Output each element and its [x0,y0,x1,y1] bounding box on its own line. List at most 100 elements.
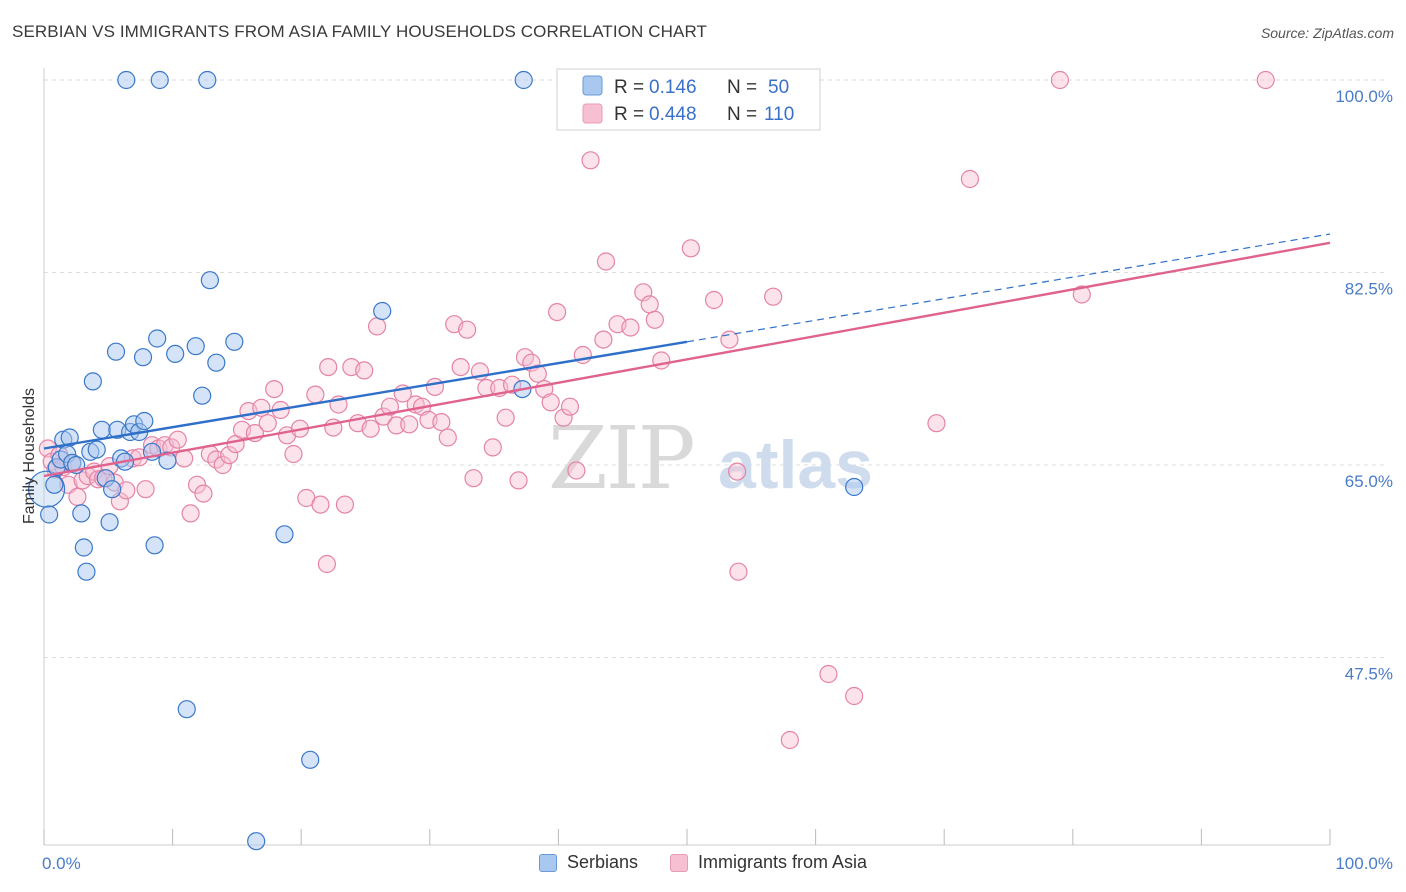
serbian-point [133,348,153,367]
serbian-point [83,372,102,391]
legend-item-asia[interactable]: Immigrants from Asia [670,852,867,873]
serbian-point [40,505,59,524]
asia-point [845,686,864,706]
asia-point [704,290,724,310]
legend-label-serbians: Serbians [566,852,638,872]
asia-point [457,320,477,339]
asia-point [596,252,616,271]
serbian-point [275,525,294,544]
legend-r-label-1: R = [614,77,644,98]
asia-point [594,330,613,349]
asia-point [181,504,200,523]
legend-r-value-2: 0.448 [649,104,697,125]
serbian-point [87,440,106,459]
asia-point [387,416,406,435]
asia-point [168,430,187,449]
serbian-point [177,700,196,719]
legend-item-serbians[interactable]: Serbians [538,852,638,873]
asia-point [68,487,87,506]
serbian-point [77,562,96,581]
asia-point [496,408,515,427]
asia-point [380,397,400,416]
serbian-point [193,386,212,405]
asia-point [780,730,799,750]
x-tick-label-min: 0.0% [42,854,81,873]
asia-point [645,310,664,329]
asia-point [355,361,374,380]
serbian-point [117,70,136,90]
legend-swatch-serbians-bottom [538,853,557,872]
asia-point [367,317,387,336]
serbian-point [225,332,244,351]
legend-swatch-asia-bottom [670,853,688,872]
y-tick-labels: 47.5% 65.0% 82.5% 100.0% [1335,87,1393,684]
chart-title: SERBIAN VS IMMIGRANTS FROM ASIA FAMILY H… [12,22,708,41]
stats-legend: R = 0.146 N = 50 R = 0.448 N = 110 [556,68,821,131]
asia-point [136,480,155,499]
serbian-point [148,329,167,348]
serbian-point [207,353,226,372]
gridlines [44,79,1385,658]
asia-trend-line [43,241,1331,478]
serbian-point [45,475,64,494]
serbian-point [166,344,185,363]
asia-point [581,151,600,170]
y-axis-title: Family Households [21,388,38,524]
serbian-point [158,451,177,470]
trend-lines [43,233,1331,478]
asia-point [258,414,277,433]
serbian-point [103,480,122,499]
asia-point [729,562,748,581]
asia-point [960,169,980,189]
asia-point [335,495,355,514]
asia-point [319,358,338,377]
legend-n-label-2: N = [727,104,757,125]
asia-point [1050,70,1070,90]
serbian-point [200,271,219,290]
asia-point [284,444,303,464]
asia-point [509,471,528,490]
serbian-point [60,428,79,447]
asia-point [464,469,483,488]
serbian-point [135,411,154,431]
watermark: ZIP atlas [548,409,873,509]
series-legend: Serbians Immigrants from Asia [0,852,1406,873]
serbian-point [74,538,93,557]
asia-point [306,385,325,404]
asia-point [432,413,451,432]
asia-point [400,415,419,434]
serbian-point [106,342,126,361]
asia-point [438,428,457,447]
serbian-point [72,504,91,523]
asia-point [567,461,586,480]
asia-point [265,380,284,399]
asia-point [311,495,330,514]
serbian-point [198,70,217,90]
legend-n-value-2: 110 [764,104,794,125]
asia-point [1256,70,1275,90]
serbian-point [92,420,111,439]
serbian-point [301,750,320,769]
asia-point [541,393,560,412]
asia-point [640,295,659,314]
asia-point [548,303,567,322]
serbian-point [186,337,205,356]
serbian-point [150,70,169,90]
legend-r-label-2: R = [614,104,644,125]
serbian-point [514,70,533,90]
watermark-zip: ZIP [548,409,694,509]
serbian-trend-extension [686,233,1331,343]
asia-point [361,419,380,438]
serbian-point [145,536,164,555]
asia-point [451,358,470,377]
asia-point [1072,285,1091,304]
legend-n-label-1: N = [727,77,757,98]
legend-label-asia: Immigrants from Asia [698,852,868,872]
y-tick-label: 65.0% [1345,472,1393,491]
asia-point [213,455,232,475]
source-credit: Source: ZipAtlas.com [1260,25,1394,41]
asia-point [220,446,239,465]
asia-point [652,351,671,370]
asia-points [38,70,1275,750]
